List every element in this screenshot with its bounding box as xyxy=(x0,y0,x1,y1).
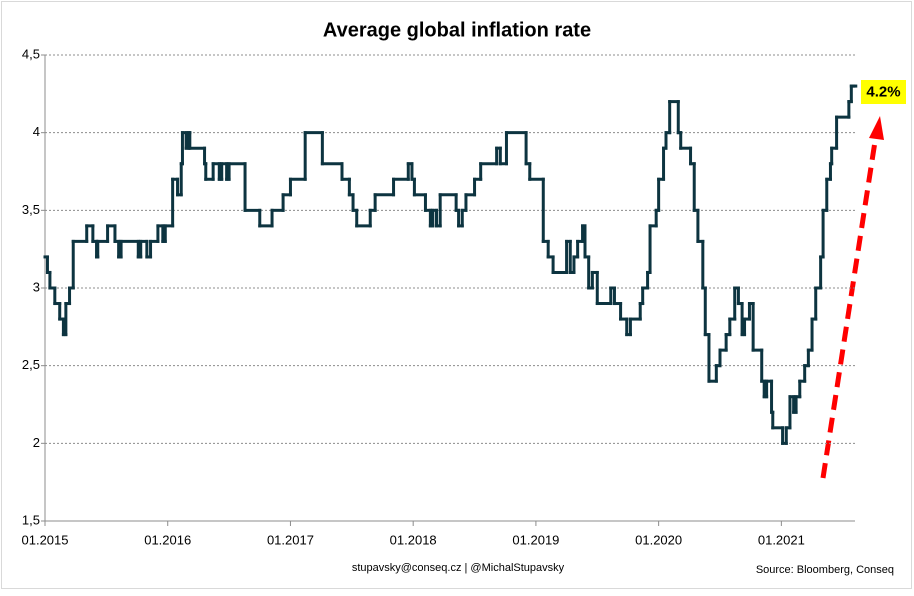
y-tick-label: 2,5 xyxy=(22,357,40,372)
source: Source: Bloomberg, Conseq xyxy=(756,564,894,576)
x-tick-label: 01.2015 xyxy=(22,532,69,547)
footer: stupavsky@conseq.cz | @MichalStupavsky xyxy=(352,562,565,574)
x-tick-label: 01.2018 xyxy=(390,532,437,547)
y-tick-label: 4,5 xyxy=(22,46,40,61)
x-tick-label: 01.2019 xyxy=(512,532,559,547)
y-tick-label: 2 xyxy=(33,435,40,450)
chart-title: Average global inflation rate xyxy=(323,19,591,41)
annotation-box xyxy=(861,80,906,104)
y-tick-label: 3 xyxy=(33,279,40,294)
x-tick-label: 01.2020 xyxy=(635,532,682,547)
x-tick-label: 01.2021 xyxy=(758,532,805,547)
trend-arrow-head xyxy=(869,116,884,140)
x-tick-label: 01.2017 xyxy=(267,532,314,547)
annotation: 4.2% xyxy=(866,83,900,100)
x-tick-label: 01.2016 xyxy=(144,532,191,547)
trend-arrow xyxy=(820,134,879,479)
y-tick-label: 4 xyxy=(33,124,40,139)
y-tick-label: 3,5 xyxy=(22,202,40,217)
y-tick-label: 1,5 xyxy=(22,512,40,527)
